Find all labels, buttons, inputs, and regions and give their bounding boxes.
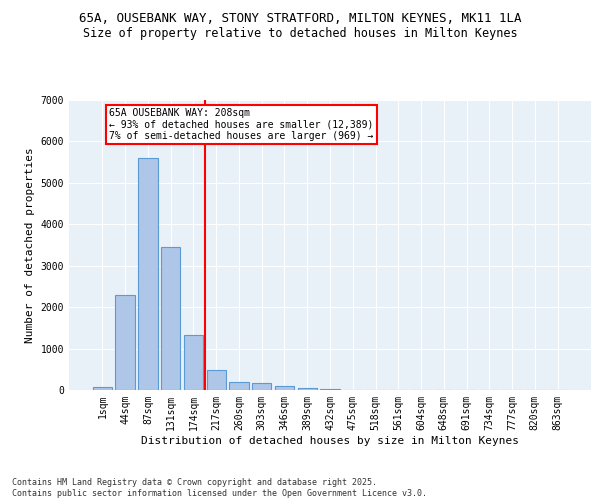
Bar (161, 247, 181, 390)
Bar (298, 388, 317, 390)
Bar (206, 370, 226, 390)
Bar (275, 386, 294, 390)
Y-axis label: Number of detached properties: Number of detached properties (25, 147, 35, 343)
Bar (138, 158, 158, 390)
Bar (184, 336, 203, 390)
Bar (93, 387, 112, 390)
Bar (252, 383, 271, 390)
X-axis label: Distribution of detached houses by size in Milton Keynes: Distribution of detached houses by size … (141, 436, 519, 446)
Text: 65A OUSEBANK WAY: 208sqm
← 93% of detached houses are smaller (12,389)
7% of sem: 65A OUSEBANK WAY: 208sqm ← 93% of detach… (109, 108, 374, 142)
Bar (320, 389, 340, 390)
Text: Size of property relative to detached houses in Milton Keynes: Size of property relative to detached ho… (83, 28, 517, 40)
Text: 65A, OUSEBANK WAY, STONY STRATFORD, MILTON KEYNES, MK11 1LA: 65A, OUSEBANK WAY, STONY STRATFORD, MILT… (79, 12, 521, 26)
Bar (229, 382, 248, 390)
Bar (115, 294, 135, 390)
Text: Contains HM Land Registry data © Crown copyright and database right 2025.
Contai: Contains HM Land Registry data © Crown c… (12, 478, 427, 498)
